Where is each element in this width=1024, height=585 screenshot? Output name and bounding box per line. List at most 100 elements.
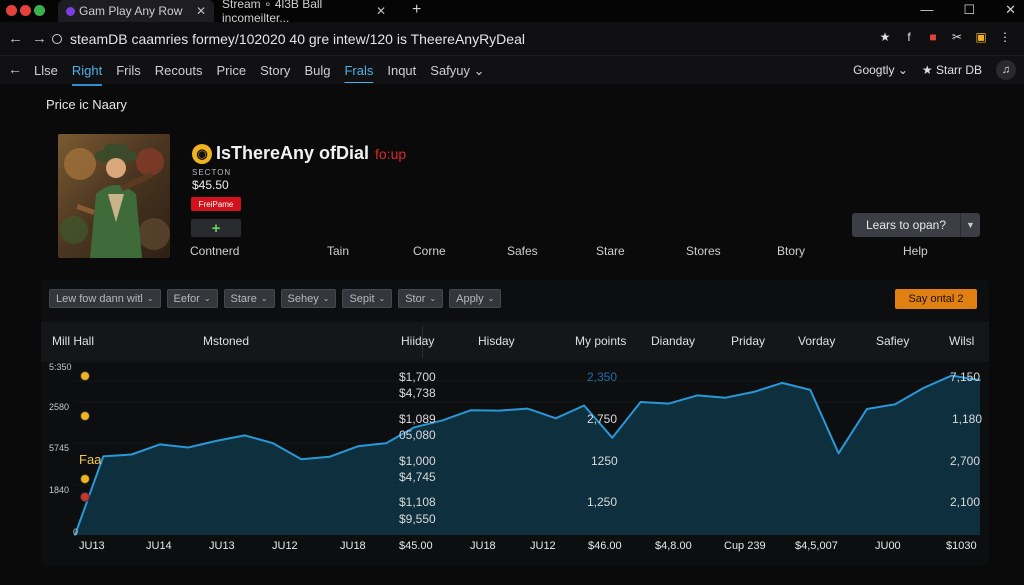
data-point[interactable] (328, 456, 331, 458)
close-dot-icon[interactable] (6, 5, 17, 16)
column-header-5[interactable]: Vorday (798, 334, 836, 348)
data-point[interactable] (866, 408, 868, 410)
account-dropdown[interactable]: Googtly ⌄ (853, 63, 908, 77)
subnav-item-3[interactable]: Safes (507, 244, 538, 258)
url-field[interactable]: steamDB caamries formey/102020 40 gre in… (52, 28, 880, 50)
close-icon[interactable]: ✕ (1005, 2, 1016, 17)
column-header-1[interactable]: Hisday (478, 334, 515, 348)
nav-item-1[interactable]: Right (71, 63, 103, 86)
data-point[interactable] (272, 442, 274, 445)
status-badge[interactable]: FreiPame (191, 197, 241, 211)
facebook-icon[interactable]: f (907, 30, 911, 44)
add-button[interactable]: + (191, 219, 241, 237)
account-label: Googtly (853, 63, 895, 77)
minimize-icon[interactable]: — (920, 2, 934, 17)
header-center: Mstoned (203, 334, 250, 348)
filter-dropdown-4[interactable]: Sepit ⌄ (342, 289, 393, 308)
data-point[interactable] (781, 382, 783, 384)
extension-red-icon[interactable]: ■ (929, 30, 937, 44)
data-point[interactable] (554, 417, 557, 420)
subnav-item-2[interactable]: Corne (413, 244, 446, 258)
tab-close-icon[interactable]: ✕ (195, 4, 206, 18)
bookmark-star-icon[interactable]: ★ (879, 30, 891, 44)
filter-dropdown-0[interactable]: Lew fow dann witl ⌄ (49, 289, 161, 308)
store-link[interactable]: ★ Starr DB (922, 63, 982, 77)
data-point[interactable] (837, 452, 840, 455)
nav-item-5[interactable]: Story (260, 63, 291, 78)
data-point[interactable] (470, 409, 472, 411)
filter-dropdown-3[interactable]: Sehey ⌄ (280, 289, 337, 308)
data-point[interactable] (413, 426, 416, 429)
nav-item-8[interactable]: Inqut (387, 63, 417, 78)
column-header-0[interactable]: Hiiday (401, 334, 435, 348)
subnav-item-1[interactable]: Tain (327, 244, 350, 258)
subnav-item-6[interactable]: Btory (777, 244, 806, 258)
data-point[interactable] (441, 419, 444, 422)
data-point[interactable] (639, 401, 642, 403)
extension-yellow-icon[interactable]: ▣ (975, 30, 987, 44)
new-tab-button[interactable]: + (412, 1, 422, 18)
column-header-4[interactable]: Priday (731, 334, 766, 348)
nav-back-icon[interactable]: ← (8, 61, 22, 77)
back-arrow-icon[interactable]: ← (8, 30, 23, 47)
music-icon[interactable]: ♫ (996, 60, 1016, 80)
filter-dropdown-2[interactable]: Stare ⌄ (223, 289, 275, 308)
data-point[interactable] (102, 455, 105, 458)
data-point[interactable] (357, 445, 359, 448)
forward-arrow-icon[interactable]: → (32, 30, 47, 47)
coin-icon (80, 411, 90, 421)
subnav-item-0[interactable]: Contnerd (190, 244, 240, 258)
data-point[interactable] (187, 446, 189, 449)
data-point[interactable] (498, 409, 501, 412)
data-point[interactable] (583, 404, 585, 407)
data-point[interactable] (300, 458, 303, 460)
menu-icon[interactable]: ⋮ (999, 30, 1011, 44)
subnav-item-4[interactable]: Stare (596, 244, 625, 258)
data-point[interactable] (752, 391, 755, 393)
data-point[interactable] (385, 442, 387, 445)
action-button[interactable]: Say ontal 2 (895, 289, 977, 309)
filter-dropdown-6[interactable]: Apply ⌄ (449, 289, 502, 308)
nav-item-9[interactable]: Safyuy ⌄ (430, 63, 484, 79)
nav-item-6[interactable]: Bulg (304, 63, 331, 78)
tab-active[interactable]: Gam Play Any Row ✕ (58, 0, 214, 22)
nav-item-0[interactable]: Llse (34, 63, 58, 78)
nav-item-2[interactable]: Frils (116, 63, 141, 78)
column-header-2[interactable]: My points (575, 334, 627, 348)
data-point[interactable] (526, 407, 529, 410)
data-point[interactable] (724, 396, 727, 399)
data-point[interactable] (159, 443, 161, 446)
column-header-7[interactable]: Wilsl (949, 334, 975, 348)
nav-item-4[interactable]: Price (216, 63, 247, 78)
maximize-icon[interactable]: ☐ (963, 2, 976, 17)
data-point[interactable] (74, 534, 76, 536)
data-point[interactable] (696, 394, 698, 397)
data-point[interactable] (922, 387, 925, 389)
nav-item-7[interactable]: Frals (344, 63, 374, 78)
nav-item-3[interactable]: Recouts (154, 63, 203, 78)
data-point[interactable] (979, 379, 981, 382)
data-point[interactable] (130, 453, 133, 456)
column-header-6[interactable]: Safiey (876, 334, 910, 348)
data-point[interactable] (894, 403, 896, 406)
subnav-item-5[interactable]: Stores (686, 244, 721, 258)
game-cover-image[interactable] (58, 134, 170, 258)
minimize-dot-icon[interactable] (20, 5, 31, 16)
subnav-item-7[interactable]: Help (903, 244, 928, 258)
zoom-dot-icon[interactable] (34, 5, 45, 16)
tab-close-icon[interactable]: ✕ (375, 4, 386, 18)
data-point[interactable] (611, 436, 614, 439)
data-point[interactable] (668, 402, 670, 405)
filter-dropdown-5[interactable]: Stor ⌄ (398, 289, 444, 308)
data-point[interactable] (809, 389, 812, 391)
column-header-3[interactable]: Dianday (651, 334, 696, 348)
learn-dropdown-button[interactable]: Lears to opan? ▼ (852, 213, 980, 237)
tab-inactive[interactable]: Stream ∘ 4l3B Ball incomeilter... ✕ (216, 0, 394, 25)
data-point[interactable] (950, 374, 953, 377)
site-info-icon[interactable] (52, 34, 62, 44)
data-point[interactable] (243, 434, 246, 437)
chevron-down-icon[interactable]: ▼ (960, 213, 980, 237)
filter-dropdown-1[interactable]: Eefor ⌄ (166, 289, 218, 308)
scissors-icon[interactable]: ✂ (951, 30, 963, 44)
data-point[interactable] (215, 440, 218, 442)
